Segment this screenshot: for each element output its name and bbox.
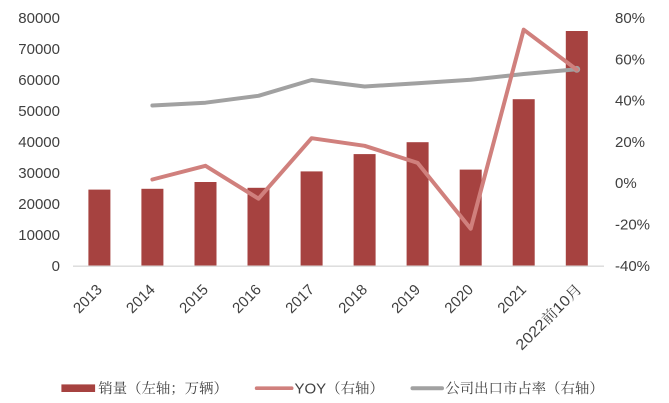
svg-text:80%: 80% bbox=[615, 10, 645, 27]
svg-text:60000: 60000 bbox=[18, 72, 60, 89]
svg-text:40000: 40000 bbox=[18, 134, 60, 151]
svg-text:20000: 20000 bbox=[18, 196, 60, 213]
svg-text:0: 0 bbox=[52, 258, 60, 275]
svg-text:70000: 70000 bbox=[18, 41, 60, 58]
svg-text:60%: 60% bbox=[615, 51, 645, 68]
svg-text:10000: 10000 bbox=[18, 227, 60, 244]
svg-text:40%: 40% bbox=[615, 93, 645, 110]
svg-text:-40%: -40% bbox=[615, 258, 650, 275]
svg-text:50000: 50000 bbox=[18, 103, 60, 120]
svg-text:-20%: -20% bbox=[615, 217, 650, 234]
svg-text:80000: 80000 bbox=[18, 10, 60, 27]
svg-text:0%: 0% bbox=[615, 175, 637, 192]
svg-text:20%: 20% bbox=[615, 134, 645, 151]
svg-text:30000: 30000 bbox=[18, 165, 60, 182]
svg-text:YOY: YOY bbox=[295, 381, 327, 398]
